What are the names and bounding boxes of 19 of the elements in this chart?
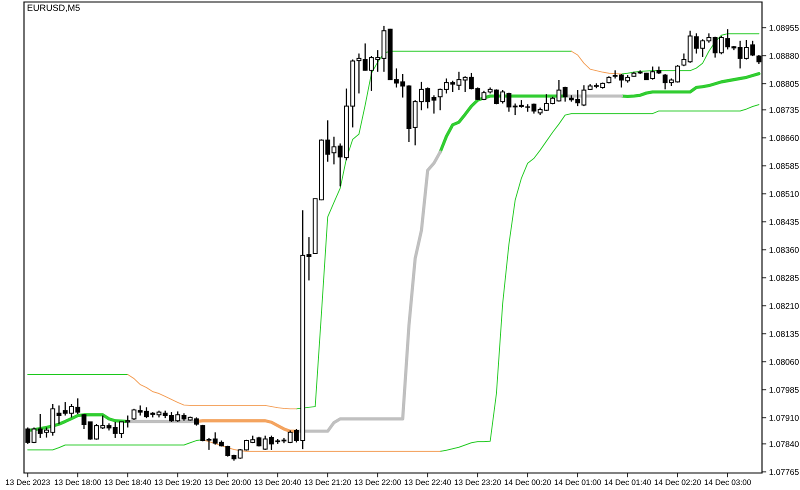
y-tick-label: 1.08210 xyxy=(770,303,799,309)
y-tick-label: 1.07910 xyxy=(770,414,799,421)
y-tick-label: 1.08735 xyxy=(770,107,799,113)
y-tick-label: 1.08660 xyxy=(770,135,799,141)
chart-title: EURUSD,M5 xyxy=(28,4,80,12)
y-tick-label: 1.08955 xyxy=(770,24,799,31)
y-tick-label: 1.08135 xyxy=(770,330,799,337)
y-tick-label: 1.07840 xyxy=(770,441,799,447)
y-tick-label: 1.07765 xyxy=(770,469,799,475)
y-tick-label: 1.08060 xyxy=(770,358,799,365)
line-series xyxy=(202,439,441,452)
y-tick-label: 1.08880 xyxy=(770,52,799,59)
y-tick-label: 1.08805 xyxy=(770,80,799,87)
y-tick-label: 1.08285 xyxy=(770,275,799,281)
y-tick-label: 1.08585 xyxy=(770,163,799,169)
y-tick-label: 1.08510 xyxy=(770,191,799,197)
y-tick-label: 1.08360 xyxy=(770,247,799,253)
y-tick-label: 1.07985 xyxy=(770,386,799,393)
y-tick-label: 1.08435 xyxy=(770,219,799,225)
